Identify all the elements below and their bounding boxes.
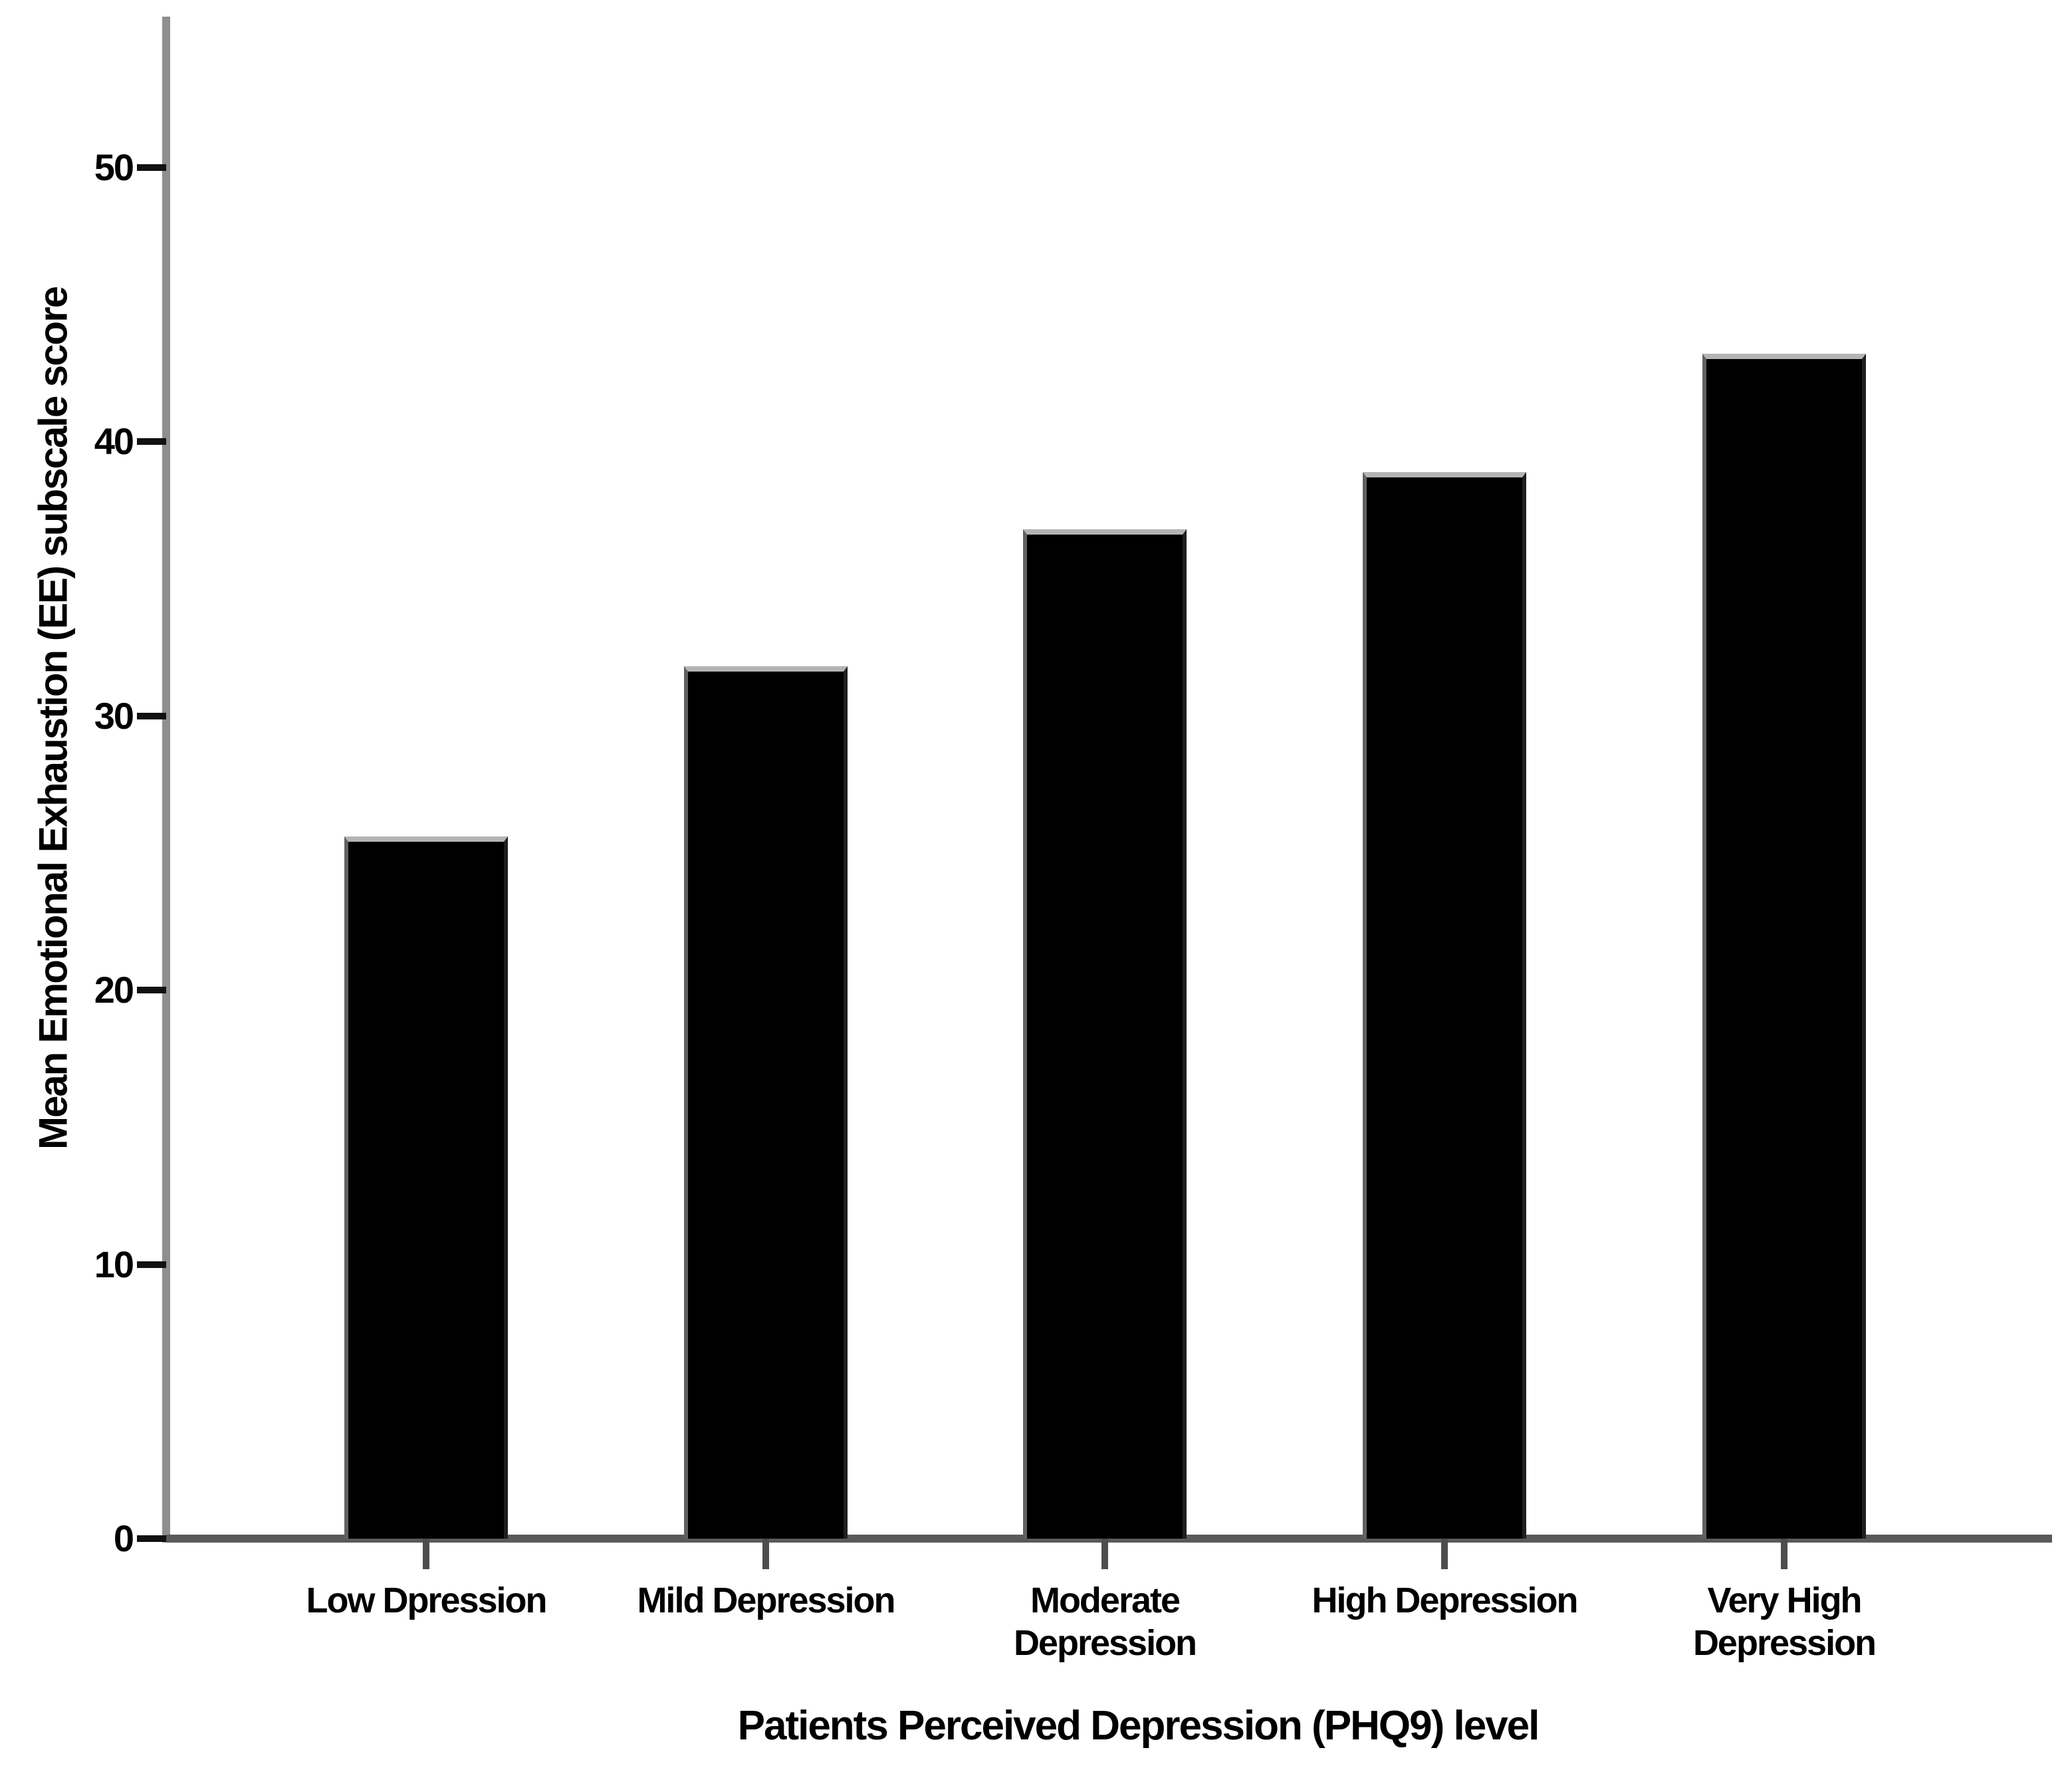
bar-high-depression (1363, 472, 1526, 1539)
x-tick-mark-low-dpression (423, 1539, 429, 1569)
bar-very-high-depression (1702, 354, 1866, 1539)
y-tick-label-0: 0 (113, 1517, 134, 1559)
y-tick-mark-10 (137, 1261, 166, 1268)
y-tick-mark-20 (137, 987, 166, 994)
x-tick-mark-high-depression (1441, 1539, 1448, 1569)
bar-moderate-depression (1023, 529, 1187, 1539)
x-tick-mark-moderate-depression (1101, 1539, 1108, 1569)
y-axis-line (162, 17, 170, 1543)
y-tick-label-10: 10 (94, 1243, 134, 1285)
x-label-very-high-depression: Very High Depression (1692, 1580, 1877, 1663)
x-axis-baseline (166, 1535, 2052, 1543)
y-tick-mark-50 (137, 164, 166, 171)
y-tick-mark-40 (137, 438, 166, 445)
y-tick-label-40: 40 (94, 420, 134, 463)
x-tick-mark-very-high-depression (1781, 1539, 1787, 1569)
x-label-high-depression: High Depression (1312, 1580, 1578, 1620)
x-label-low-dpression: Low Dpression (306, 1580, 547, 1620)
x-axis-title: Patients Perceived Depression (PHQ9) lev… (737, 1703, 1540, 1749)
y-tick-label-30: 30 (94, 694, 134, 737)
bar-low-dpression (344, 836, 508, 1539)
y-tick-label-20: 20 (94, 969, 134, 1011)
bar-mild-depression (684, 666, 848, 1539)
y-tick-label-50: 50 (94, 146, 134, 188)
x-label-mild-depression: Mild Depression (637, 1580, 895, 1620)
x-label-moderate-depression: Moderate Depression (1013, 1580, 1197, 1663)
y-tick-mark-30 (137, 712, 166, 719)
y-tick-mark-0 (137, 1535, 166, 1542)
x-tick-mark-mild-depression (762, 1539, 769, 1569)
